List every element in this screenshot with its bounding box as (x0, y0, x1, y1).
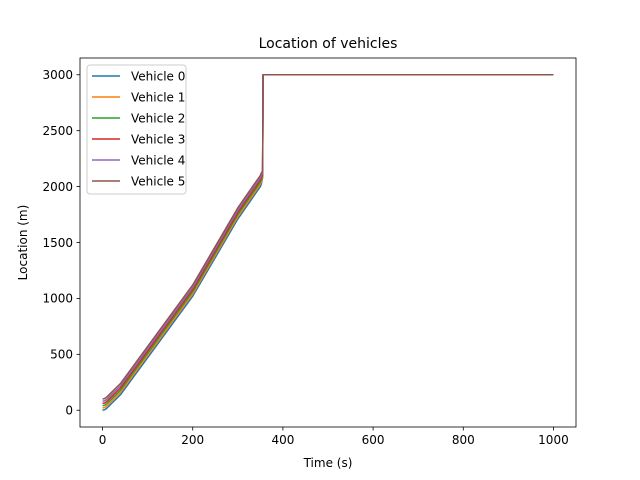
y-tick-label: 0 (65, 404, 73, 418)
legend-items: Vehicle 0 Vehicle 1 Vehicle 2 Vehicle 3 Vehi… (92, 69, 185, 188)
x-tick-label: 1000 (538, 433, 569, 447)
series-line-vehicle-4 (102, 74, 554, 403)
legend-label-vehicle-0: Vehicle 0 (131, 69, 185, 83)
y-tick-label: 2000 (42, 180, 73, 194)
legend-label-vehicle-2: Vehicle 2 (131, 111, 185, 125)
y-axis-ticks: 0 500 1000 1500 2000 2500 3000 (42, 68, 80, 418)
y-axis-label: Location (m) (16, 205, 30, 281)
y-tick-label: 500 (50, 348, 73, 362)
y-tick-label: 1500 (42, 236, 73, 250)
x-tick-label: 800 (452, 433, 475, 447)
series-layer (102, 74, 554, 411)
x-axis-label: Time (s) (303, 456, 353, 470)
x-tick-label: 0 (99, 433, 107, 447)
y-tick-label: 1000 (42, 292, 73, 306)
legend-label-vehicle-4: Vehicle 4 (131, 153, 185, 167)
x-tick-label: 600 (362, 433, 385, 447)
chart-title: Location of vehicles (259, 36, 398, 52)
legend-label-vehicle-3: Vehicle 3 (131, 132, 185, 146)
x-tick-label: 200 (181, 433, 204, 447)
legend-label-vehicle-5: Vehicle 5 (131, 174, 185, 188)
y-tick-label: 3000 (42, 68, 73, 82)
legend: Vehicle 0 Vehicle 1 Vehicle 2 Vehicle 3 Vehi… (86, 64, 187, 195)
series-line-vehicle-5 (102, 74, 554, 400)
legend-label-vehicle-1: Vehicle 1 (131, 90, 185, 104)
y-tick-label: 2500 (42, 124, 73, 138)
x-tick-label: 400 (271, 433, 294, 447)
x-axis-ticks: 0 200 400 600 800 1000 (99, 427, 569, 447)
